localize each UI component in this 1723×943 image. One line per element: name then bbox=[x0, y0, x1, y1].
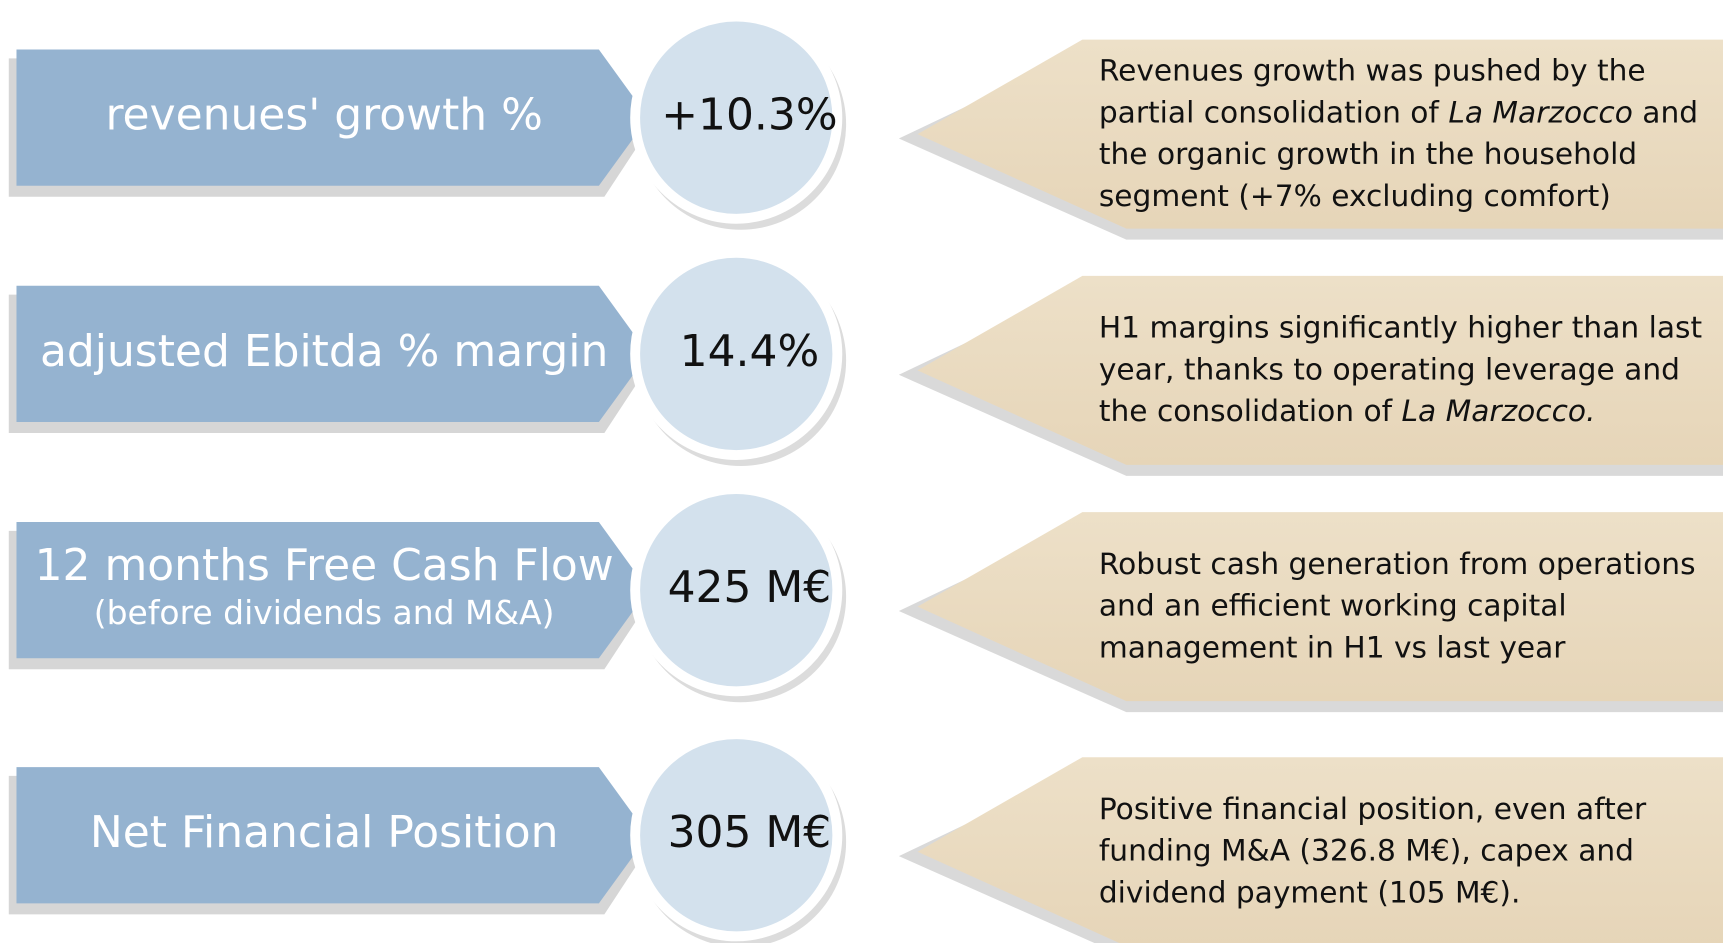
value-circle bbox=[630, 11, 843, 224]
description-text: year, thanks to operating leverage and bbox=[1099, 351, 1680, 386]
label-arrow bbox=[16, 522, 649, 659]
label-arrow bbox=[16, 49, 649, 186]
description-text: the consolidation of bbox=[1099, 393, 1402, 428]
callout bbox=[917, 512, 1723, 702]
description-text: segment (+7% excluding comfort) bbox=[1099, 177, 1611, 212]
kpi-value: 14.4% bbox=[680, 326, 820, 377]
kpi-sublabel: (before dividends and M&A) bbox=[94, 593, 555, 632]
description-text: La Marzocco bbox=[1448, 94, 1633, 129]
description-text: and bbox=[1633, 94, 1698, 129]
kpi-label: revenues' growth % bbox=[105, 90, 542, 141]
callout bbox=[917, 757, 1723, 943]
kpi-row: Net Financial Position 305 M€ Positive fin… bbox=[8, 729, 1723, 943]
kpi-label: adjusted Ebitda % margin bbox=[40, 326, 608, 377]
description-text: dividend payment (105 M€). bbox=[1099, 874, 1521, 909]
kpi-value: 305 M€ bbox=[668, 807, 832, 858]
kpi-label: 12 months Free Cash Flow bbox=[35, 540, 614, 591]
kpi-row: 12 months Free Cash Flow(before dividend… bbox=[8, 484, 1723, 713]
description-text: H1 margins significantly higher than las… bbox=[1099, 309, 1702, 344]
value-circle bbox=[630, 729, 843, 942]
kpi-description: Positive financial position, even after f… bbox=[1099, 790, 1647, 909]
kpi-description: Robust cash generation from operations an… bbox=[1099, 545, 1696, 664]
kpi-row: adjusted Ebitda % margin 14.4% H1 margins … bbox=[8, 247, 1723, 476]
kpi-value: 425 M€ bbox=[668, 562, 832, 613]
value-circle bbox=[630, 247, 843, 460]
callout bbox=[917, 275, 1723, 465]
description-text: Positive financial position, even after bbox=[1099, 790, 1647, 825]
value-circle bbox=[630, 484, 843, 697]
kpi-value: +10.3% bbox=[661, 90, 837, 141]
kpi-description: H1 margins significantly higher than las… bbox=[1099, 309, 1702, 428]
callout bbox=[917, 39, 1723, 229]
kpi-row: revenues' growth % +10.3% Revenues growth … bbox=[8, 11, 1723, 240]
description-text: management in H1 vs last year bbox=[1099, 629, 1566, 664]
label-arrow bbox=[16, 285, 649, 423]
description-text: the organic growth in the household bbox=[1099, 136, 1637, 171]
description-text: and an efficient working capital bbox=[1099, 587, 1567, 622]
kpi-description: Revenues growth was pushed by the partial… bbox=[1099, 52, 1698, 212]
label-arrow bbox=[16, 767, 649, 904]
description-text: partial consolidation of bbox=[1099, 94, 1448, 129]
description-text: funding M&A (326.8 M€), capex and bbox=[1099, 832, 1634, 867]
kpi-label: Net Financial Position bbox=[90, 807, 559, 858]
description-text: Robust cash generation from operations bbox=[1099, 545, 1696, 580]
description-text: Revenues growth was pushed by the bbox=[1099, 52, 1646, 87]
description-text: La Marzocco. bbox=[1402, 393, 1596, 428]
